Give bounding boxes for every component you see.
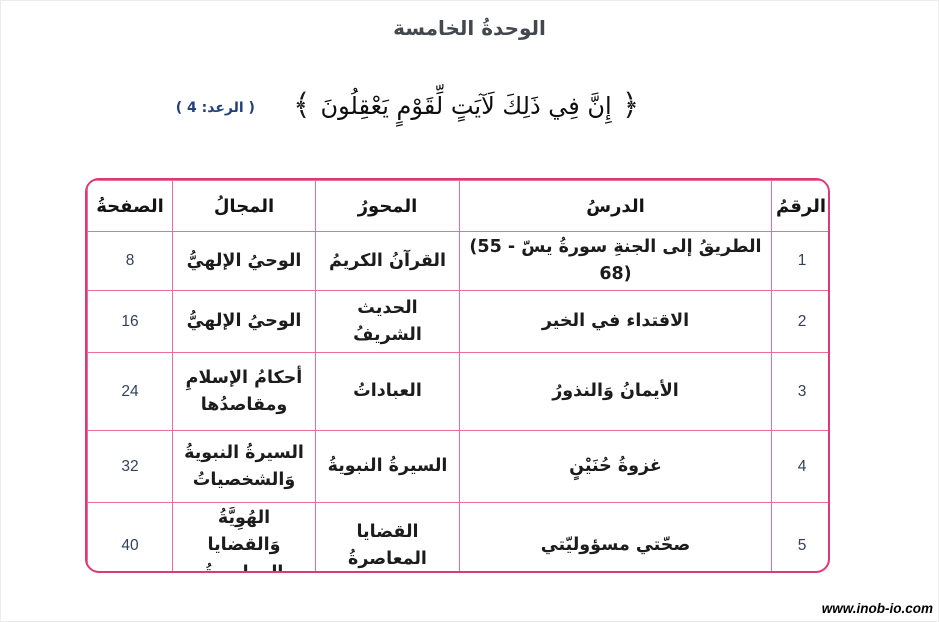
cell-lesson: صحّتي مسؤوليّتي xyxy=(459,502,772,571)
cell-lesson: غزوةُ حُنَيْنٍ xyxy=(459,430,772,504)
cell-field: الوحيُ الإلهيُّ xyxy=(172,290,316,354)
cell-page: 8 xyxy=(87,230,173,292)
cell-page: 24 xyxy=(87,352,173,432)
cell-lesson: الأيمانُ وَالنذورُ xyxy=(459,352,772,432)
cell-number: 1 xyxy=(771,230,828,292)
cell-page: 16 xyxy=(87,290,173,354)
table-row: 2 الاقتداء في الخير الحديث الشريفُ الوحي… xyxy=(87,290,828,354)
cell-number: 2 xyxy=(771,290,828,354)
cell-axis: القرآنُ الكريمُ xyxy=(315,230,460,292)
unit-title: الوحدةُ الخامسة xyxy=(393,16,546,40)
cell-axis: العباداتُ xyxy=(315,352,460,432)
verse-citation: ( الرعد: 4 ) xyxy=(175,100,255,117)
column-header-page: الصفحةُ xyxy=(87,180,173,232)
cell-page: 40 xyxy=(87,502,173,571)
cell-field: أحكامُ الإسلامِ ومقاصدُها xyxy=(172,352,316,432)
ornate-bracket-left-icon: ﴾ xyxy=(292,88,311,124)
cell-axis: الحديث الشريفُ xyxy=(315,290,460,354)
column-header-lesson: الدرسُ xyxy=(459,180,772,232)
cell-number: 5 xyxy=(771,502,828,571)
cell-lesson: الاقتداء في الخير xyxy=(459,290,772,354)
quran-verse-row: ﴿ إِنَّ فِي ذَلِكَ لَآيَتٍ لِّقَوْمٍ يَع… xyxy=(0,90,877,122)
table-row: 1 الطريقُ إلى الجنةِ سورةُ يسّ ‪(55 - 68… xyxy=(87,230,828,292)
watermark-url: www.inob-io.com xyxy=(821,601,933,616)
cell-number: 4 xyxy=(771,430,828,504)
column-header-field: المجالُ xyxy=(172,180,316,232)
cell-axis: السيرةُ النبويةُ xyxy=(315,430,460,504)
column-header-number: الرقمُ xyxy=(771,180,828,232)
ornate-bracket-right-icon: ﴿ xyxy=(621,88,640,124)
cell-lesson: الطريقُ إلى الجنةِ سورةُ يسّ ‪(55 - 68)‬ xyxy=(459,230,772,292)
cell-axis: القضايا المعاصرةُ xyxy=(315,502,460,571)
cell-number: 3 xyxy=(771,352,828,432)
quran-verse: ﴿ إِنَّ فِي ذَلِكَ لَآيَتٍ لِّقَوْمٍ يَع… xyxy=(293,90,639,122)
verse-text: إِنَّ فِي ذَلِكَ لَآيَتٍ لِّقَوْمٍ يَعْق… xyxy=(320,92,612,120)
cell-page: 32 xyxy=(87,430,173,504)
table-row: 5 صحّتي مسؤوليّتي القضايا المعاصرةُ الهُ… xyxy=(87,502,828,571)
cell-field: الهُوِيَّةُ وَالقضايا المعاصرةُ xyxy=(172,502,316,571)
cell-field: السيرةُ النبويةُ وَالشخصياتُ xyxy=(172,430,316,504)
cell-field: الوحيُ الإلهيُّ xyxy=(172,230,316,292)
table-header-row: الرقمُ الدرسُ المحورُ المجالُ الصفحةُ xyxy=(87,180,828,232)
table-row: 4 غزوةُ حُنَيْنٍ السيرةُ النبويةُ السيرة… xyxy=(87,430,828,504)
table-row: 3 الأيمانُ وَالنذورُ العباداتُ أحكامُ ال… xyxy=(87,352,828,432)
column-header-axis: المحورُ xyxy=(315,180,460,232)
unit-contents-table: الرقمُ الدرسُ المحورُ المجالُ الصفحةُ 1 … xyxy=(85,178,830,573)
